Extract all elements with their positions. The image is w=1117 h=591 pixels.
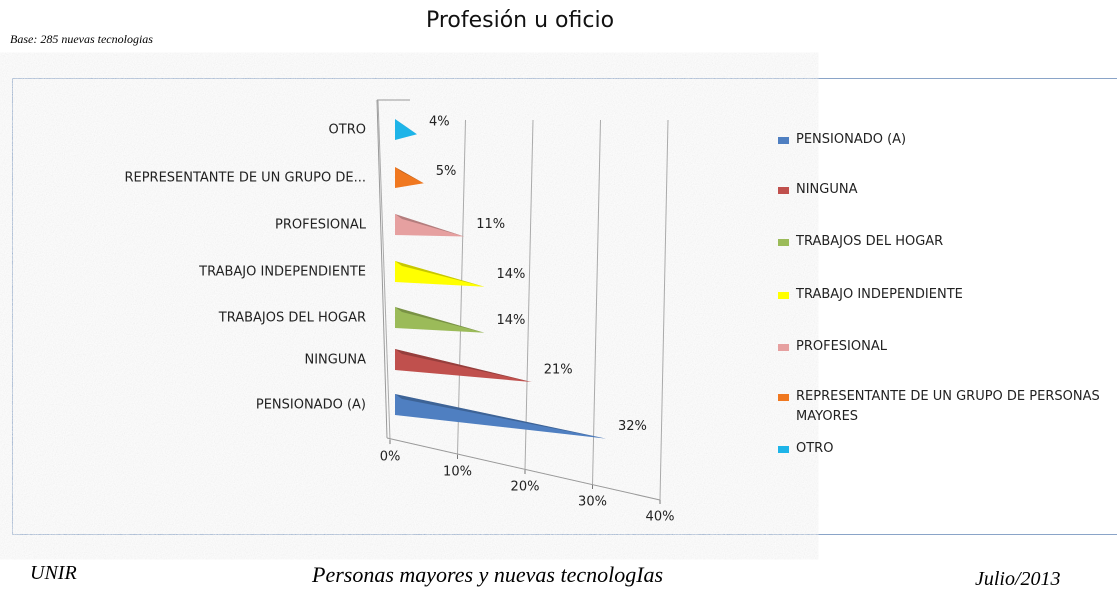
legend-swatch [778,344,789,351]
legend-label: PROFESIONAL [796,339,887,354]
legend-swatch [778,446,789,453]
cone-shade [395,214,465,237]
value-label: 14% [497,267,526,282]
x-tick-label: 10% [443,465,472,480]
legend-swatch [778,394,789,401]
y-tick-label: NINGUNA [305,353,367,368]
cone [395,119,417,140]
subtitle: Base: 285 nuevas tecnologias [10,32,153,46]
cone [395,307,485,333]
chart-frame [12,78,1117,535]
cone-shade [395,307,485,333]
x-tick-label: 40% [646,510,675,525]
legend-swatch [778,187,789,194]
value-label: 4% [429,115,450,130]
y-tick-label: PROFESIONAL [275,218,367,233]
legend-label: OTRO [796,441,834,456]
legend-swatch [778,137,789,144]
footer-right: Julio/2013 [975,568,1061,590]
y-tick-label: REPRESENTANTE DE UN GRUPO DE... [124,171,366,186]
y-tick-label: PENSIONADO (A) [256,398,366,413]
value-label: 5% [436,164,457,179]
title: Profesión u oficio [425,8,615,33]
footer-left: UNIR [30,562,77,584]
legend-label: PENSIONADO (A) [796,132,907,147]
cone [395,349,532,383]
footer-center: Personas mayores y nuevas tecnologIas [312,562,664,587]
axis-line [386,437,661,501]
axis-line [376,99,388,439]
grid-line [592,119,601,486]
legend-swatch [778,292,789,299]
y-tick-label: TRABAJOS DEL HOGAR [218,311,366,326]
x-tick-label: 0% [380,450,401,465]
x-tick-label: 20% [511,480,540,495]
cone [395,261,485,287]
legend-label: REPRESENTANTE DE UN GRUPO DE PERSONAS MA… [796,389,1100,424]
y-tick-label: TRABAJO INDEPENDIENTE [198,265,366,280]
cone-shade [395,119,417,135]
grid-line [377,99,391,441]
value-label: 21% [544,363,573,378]
grid-line [659,119,669,501]
grid-line [457,119,466,456]
legend-label: TRABAJOS DEL HOGAR [796,234,944,249]
grid-line [524,119,534,471]
cone-shade [395,394,606,439]
x-tick-label: 30% [578,495,607,510]
cone [395,214,465,237]
cone [395,167,424,188]
y-tick-label: OTRO [329,123,366,138]
value-label: 14% [497,313,526,328]
cone [395,394,606,439]
plot-background [35,95,747,517]
legend-swatch [778,239,789,246]
cone-shade [395,167,424,184]
cone-shade [395,349,532,383]
cone-shade [395,261,485,287]
value-label: 32% [618,419,647,434]
value-label: 11% [476,217,505,232]
legend-label: NINGUNA [796,182,858,197]
legend-label: TRABAJO INDEPENDIENTE [796,287,963,302]
